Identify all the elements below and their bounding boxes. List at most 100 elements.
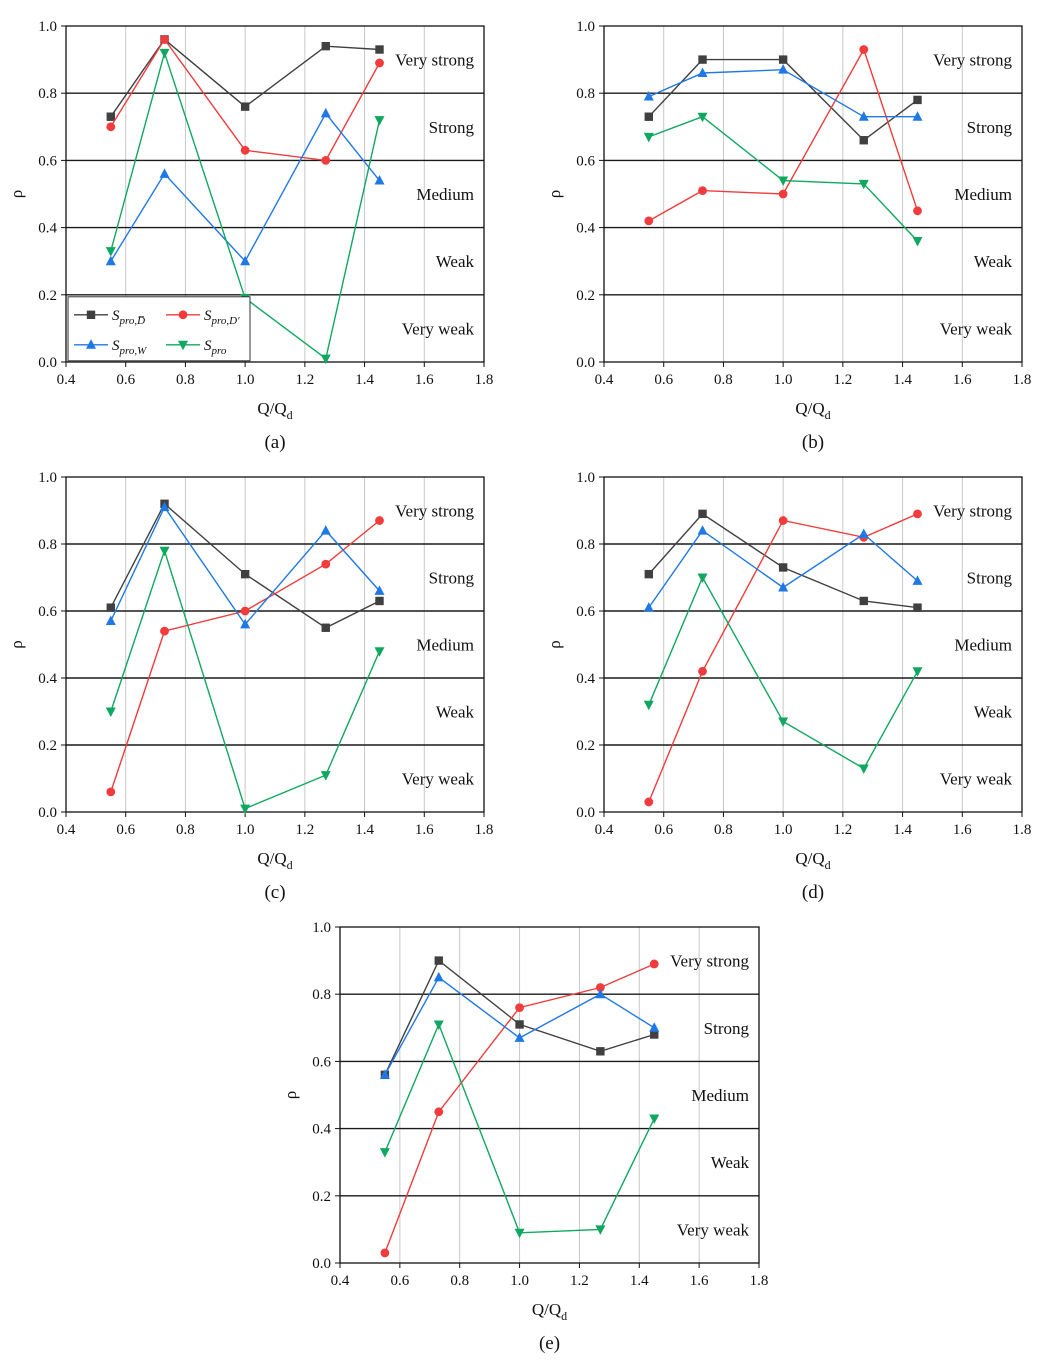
data-point bbox=[858, 528, 869, 538]
x-tick-label: 1.2 bbox=[833, 372, 852, 388]
region-label: Strong bbox=[967, 118, 1013, 137]
data-point bbox=[321, 623, 330, 632]
series-3 bbox=[105, 107, 385, 266]
y-tick-label: 0.6 bbox=[576, 153, 595, 169]
data-point bbox=[374, 585, 385, 595]
data-point bbox=[374, 647, 385, 657]
legend-label-subscript: pro,W bbox=[119, 345, 148, 357]
x-tick-label: 0.4 bbox=[595, 822, 614, 838]
y-tick-label: 0.8 bbox=[312, 987, 331, 1003]
data-point bbox=[240, 618, 251, 629]
data-point bbox=[320, 354, 331, 365]
data-point bbox=[644, 216, 654, 226]
plot-area bbox=[66, 477, 484, 812]
data-point bbox=[159, 48, 170, 59]
y-tick-label: 0.0 bbox=[312, 1256, 331, 1272]
legend-label-base: S bbox=[112, 338, 120, 354]
legend-swatch-marker bbox=[86, 310, 96, 319]
y-tick-label: 1.0 bbox=[38, 470, 57, 486]
region-label: Very weak bbox=[402, 770, 475, 789]
data-point bbox=[160, 35, 169, 44]
data-point bbox=[433, 971, 444, 982]
data-point bbox=[106, 787, 116, 797]
x-tick-label: 1.0 bbox=[774, 372, 793, 388]
y-tick-label: 0.6 bbox=[576, 604, 595, 620]
legend-label-base: S bbox=[204, 308, 212, 324]
data-point bbox=[778, 55, 788, 64]
series-3 bbox=[105, 501, 385, 629]
x-tick-label: 0.4 bbox=[331, 1273, 350, 1289]
region-label: Medium bbox=[954, 636, 1012, 655]
data-point bbox=[105, 615, 116, 626]
region-label: Very weak bbox=[940, 770, 1013, 789]
x-tick-label: 0.8 bbox=[176, 372, 195, 388]
region-label: Very weak bbox=[402, 319, 475, 338]
chart-panel-4: 0.4 0.6 0.8 1.0 1.2 1.4 1.6 1.8 0.0 0.2 0.4 0.6 0.8 1… bbox=[545, 470, 1031, 903]
data-point bbox=[595, 1225, 606, 1235]
y-tick-label: 0.0 bbox=[38, 805, 57, 821]
data-point bbox=[320, 107, 331, 118]
data-point bbox=[778, 516, 788, 525]
x-tick-label: 1.4 bbox=[355, 822, 374, 838]
legend-label: Spro,W bbox=[112, 338, 147, 357]
data-point bbox=[859, 596, 868, 606]
data-point bbox=[375, 58, 384, 68]
region-label: Medium bbox=[416, 636, 474, 655]
data-point bbox=[159, 546, 170, 557]
series-4 bbox=[643, 112, 923, 247]
panel-caption: (a) bbox=[264, 432, 285, 453]
data-point bbox=[778, 582, 789, 592]
legend-box bbox=[67, 296, 251, 362]
x-tick-label: 1.8 bbox=[1013, 372, 1032, 388]
y-tick-label: 0.6 bbox=[38, 604, 57, 620]
region-label: Very strong bbox=[670, 952, 749, 971]
data-point bbox=[913, 206, 922, 216]
data-point bbox=[595, 988, 606, 999]
series-4 bbox=[643, 573, 923, 774]
region-label: Very strong bbox=[933, 502, 1012, 521]
data-point bbox=[643, 132, 654, 143]
x-axis-title: Q/Qd bbox=[257, 849, 292, 872]
data-point bbox=[106, 122, 116, 132]
region-label: Very weak bbox=[940, 319, 1013, 338]
series-4 bbox=[105, 546, 385, 815]
data-point bbox=[321, 559, 331, 569]
data-point bbox=[375, 596, 384, 606]
y-tick-label: 0.2 bbox=[312, 1189, 331, 1205]
data-point bbox=[434, 1107, 444, 1117]
x-axis-title-main: Q/Q bbox=[795, 849, 824, 868]
x-tick-label: 0.4 bbox=[57, 372, 76, 388]
chart-panel-3: 0.4 0.6 0.8 1.0 1.2 1.4 1.6 1.8 0.0 0.2 0.4 0.6 0.8 1… bbox=[7, 470, 493, 903]
y-tick-label: 0.0 bbox=[576, 355, 595, 371]
y-axis-title: ρ bbox=[281, 1091, 300, 1099]
data-point bbox=[912, 667, 923, 677]
data-point bbox=[649, 959, 659, 969]
legend-entry: Spro,D̅ bbox=[74, 308, 145, 327]
plot-area bbox=[604, 26, 1022, 362]
data-point bbox=[913, 509, 922, 519]
x-tick-label: 0.8 bbox=[714, 822, 733, 838]
data-point bbox=[375, 516, 384, 525]
y-tick-label: 0.6 bbox=[38, 153, 57, 169]
y-tick-label: 0.2 bbox=[38, 288, 57, 304]
x-tick-label: 0.6 bbox=[390, 1273, 409, 1289]
legend-label-subscript: pro,D̅ bbox=[119, 315, 146, 327]
y-tick-label: 0.4 bbox=[38, 221, 57, 237]
x-tick-label: 1.2 bbox=[295, 372, 314, 388]
region-label: Weak bbox=[711, 1153, 750, 1172]
plot-frame bbox=[603, 25, 1023, 363]
legend-swatch-marker bbox=[86, 339, 96, 349]
x-tick-label: 0.4 bbox=[595, 372, 614, 388]
data-point bbox=[380, 1248, 390, 1258]
x-axis-title-main: Q/Q bbox=[257, 849, 286, 868]
data-point bbox=[240, 569, 250, 579]
data-point bbox=[240, 255, 251, 266]
region-label: Weak bbox=[436, 703, 475, 722]
plot-frame bbox=[339, 926, 760, 1264]
y-tick-label: 0.0 bbox=[576, 805, 595, 821]
x-tick-label: 0.8 bbox=[714, 372, 733, 388]
region-label: Medium bbox=[691, 1086, 749, 1105]
data-point bbox=[321, 156, 331, 165]
data-point bbox=[374, 116, 385, 126]
